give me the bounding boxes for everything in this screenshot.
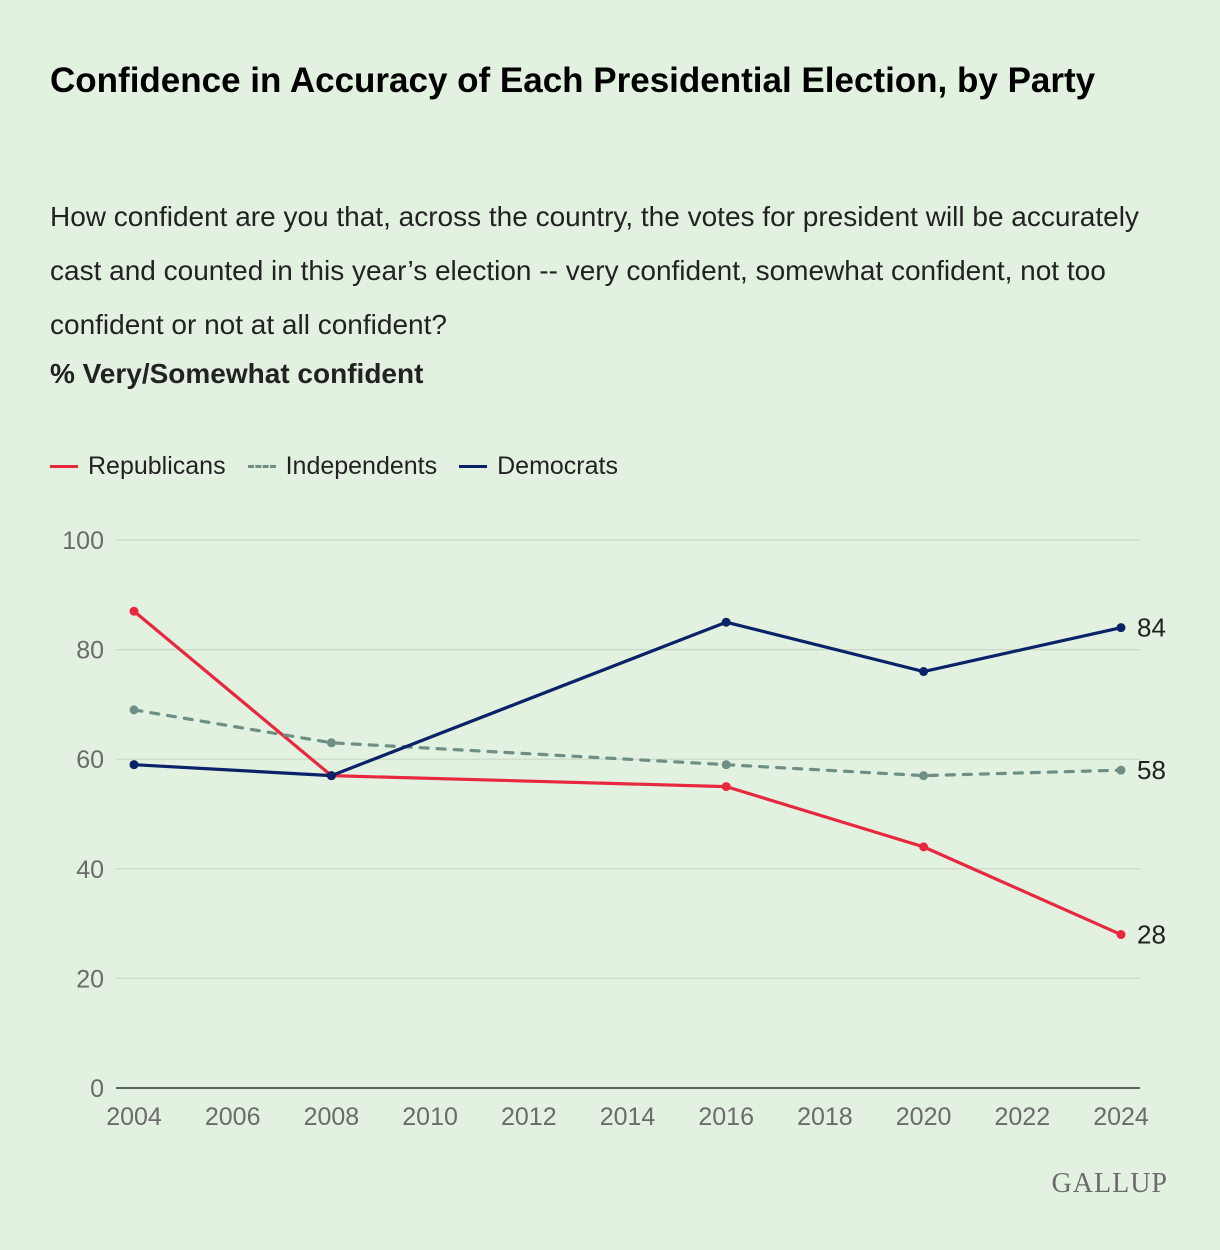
y-tick-label-20: 20 [76,965,104,993]
series-line-independents [132,708,1123,778]
x-tick-label-2018: 2018 [797,1103,853,1131]
data-point-republicans-2020 [919,842,929,852]
y-tick-label-100: 100 [62,527,104,555]
data-point-republicans-2016 [721,782,731,792]
x-tick-label-2020: 2020 [896,1103,952,1131]
measure-label: % Very/Somewhat confident [50,358,424,389]
end-label-republicans: 28 [1137,920,1166,950]
legend-swatch-democrats [459,464,488,468]
x-tick-label-2004: 2004 [106,1103,162,1131]
data-point-democrats-2024 [1116,623,1126,633]
end-label-independents: 58 [1137,755,1166,785]
legend-item-democrats: Democrats [459,452,618,481]
x-tick-label-2010: 2010 [402,1103,458,1131]
chart-subtitle: How confident are you that, across the c… [50,201,1139,340]
x-tick-label-2024: 2024 [1093,1103,1149,1131]
legend-label-democrats: Democrats [497,451,618,480]
legend-item-republicans: Republicans [50,452,226,481]
data-point-independents-2020 [919,771,929,781]
data-point-republicans-2024 [1116,930,1126,940]
legend-swatch-republicans [50,464,78,468]
data-point-democrats-2004 [129,760,139,770]
x-tick-label-2016: 2016 [698,1103,754,1131]
series-line-democrats [132,620,1123,778]
data-point-independents-2024 [1116,765,1126,775]
end-label-democrats: 84 [1137,613,1166,643]
data-point-independents-2016 [721,760,731,770]
gallup-logo: GALLUP [1051,1168,1168,1199]
data-point-democrats-2020 [919,667,929,677]
legend-swatch-independents [247,464,276,468]
y-tick-label-60: 60 [76,746,104,774]
data-point-democrats-2016 [721,617,731,627]
legend-label-republicans: Republicans [88,451,226,480]
x-tick-label-2012: 2012 [501,1103,557,1131]
data-point-republicans-2004 [129,606,139,616]
y-tick-label-40: 40 [76,856,104,884]
legend-label-independents: Independents [285,451,438,480]
chart-title: Confidence in Accuracy of Each President… [50,61,1096,100]
data-point-democrats-2008 [326,771,336,781]
x-tick-label-2022: 2022 [994,1103,1050,1131]
y-tick-label-80: 80 [76,637,104,665]
data-point-independents-2004 [129,705,139,715]
data-point-independents-2008 [326,738,336,748]
chart-legend: Republicans Independents Democrats [50,446,640,486]
x-tick-label-2008: 2008 [304,1103,360,1131]
x-tick-label-2006: 2006 [205,1103,261,1131]
x-tick-label-2014: 2014 [600,1103,656,1131]
legend-item-independents: Independents [247,451,438,481]
y-tick-label-0: 0 [90,1075,104,1103]
